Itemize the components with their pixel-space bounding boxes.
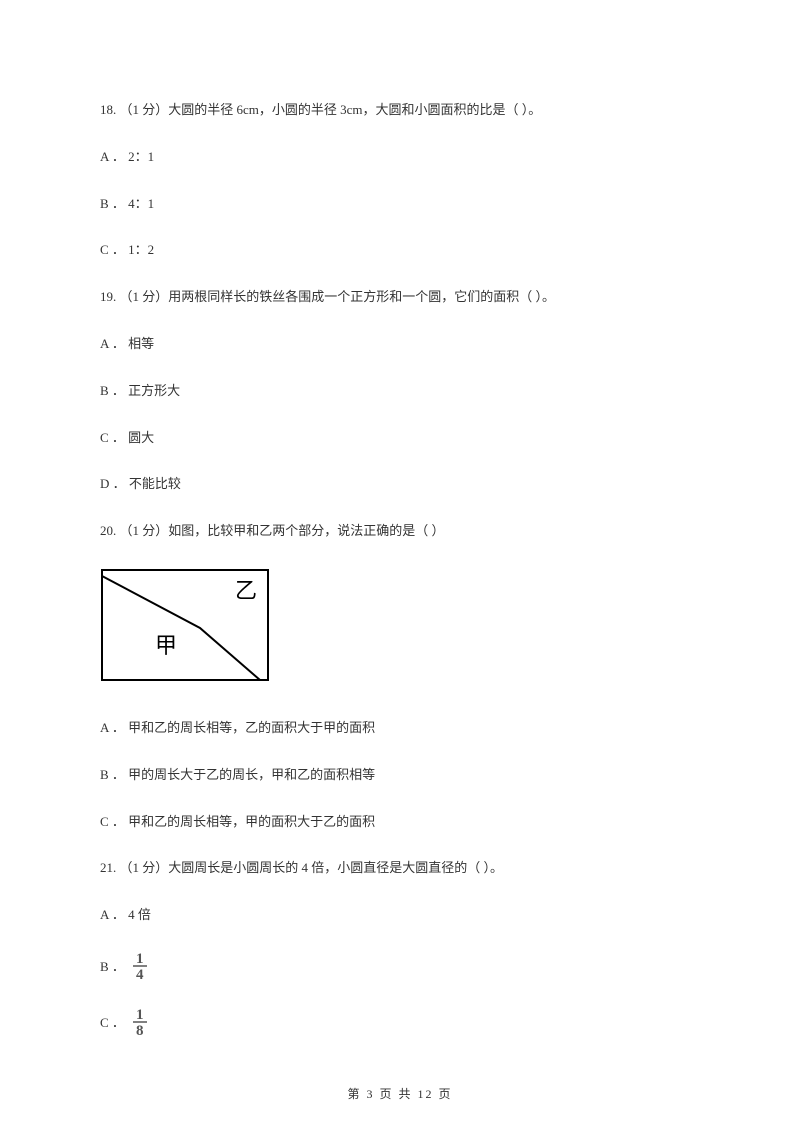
q20-optC-text: C ． 甲和乙的周长相等，甲的面积大于乙的面积 [100, 814, 375, 829]
question-19-text: 19. （1 分）用两根同样长的铁丝各围成一个正方形和一个圆，它们的面积（ ）。 [100, 289, 555, 304]
q18-option-c: C ． 1：2 [100, 240, 700, 261]
question-21: 21. （1 分）大圆周长是小圆周长的 4 倍，小圆直径是大圆直径的（ ）。 [100, 858, 700, 879]
question-20: 20. （1 分）如图，比较甲和乙两个部分，说法正确的是（ ） [100, 521, 700, 542]
q21-optC-prefix: C ． [100, 1013, 125, 1034]
q19-option-d: D ． 不能比较 [100, 474, 700, 495]
q20-optB-text: B ． 甲的周长大于乙的周长，甲和乙的面积相等 [100, 767, 375, 782]
q18-optA-text: A ． 2：1 [100, 149, 154, 164]
page-number: 第 3 页 共 12 页 [347, 1087, 452, 1101]
q18-optB-text: B ． 4：1 [100, 196, 154, 211]
q19-option-b: B ． 正方形大 [100, 381, 700, 402]
question-21-text: 21. （1 分）大圆周长是小圆周长的 4 倍，小圆直径是大圆直径的（ ）。 [100, 860, 503, 875]
q21-optB-prefix: B ． [100, 957, 125, 978]
q19-optB-text: B ． 正方形大 [100, 383, 180, 398]
q20-option-b: B ． 甲的周长大于乙的周长，甲和乙的面积相等 [100, 765, 700, 786]
q21-option-a: A ． 4 倍 [100, 905, 700, 926]
q19-optC-text: C ． 圆大 [100, 430, 154, 445]
fraction-one-eighth-icon: 18 [130, 1008, 150, 1038]
q19-option-a: A ． 相等 [100, 334, 700, 355]
q19-optD-text: D ． 不能比较 [100, 476, 181, 491]
svg-text:乙: 乙 [235, 578, 257, 603]
question-18-text: 18. （1 分）大圆的半径 6cm，小圆的半径 3cm，大圆和小圆面积的比是（… [100, 102, 541, 117]
question-18: 18. （1 分）大圆的半径 6cm，小圆的半径 3cm，大圆和小圆面积的比是（… [100, 100, 700, 121]
svg-text:8: 8 [136, 1023, 144, 1038]
q21-option-c: C ． 18 [100, 1008, 700, 1038]
svg-text:4: 4 [136, 967, 144, 982]
q20-diagram-svg: 甲乙 [100, 568, 275, 688]
q18-option-a: A ． 2：1 [100, 147, 700, 168]
q20-option-c: C ． 甲和乙的周长相等，甲的面积大于乙的面积 [100, 812, 700, 833]
question-20-text: 20. （1 分）如图，比较甲和乙两个部分，说法正确的是（ ） [100, 523, 445, 538]
svg-text:1: 1 [136, 952, 144, 967]
page-footer: 第 3 页 共 12 页 [0, 1085, 800, 1102]
q18-option-b: B ． 4：1 [100, 194, 700, 215]
question-19: 19. （1 分）用两根同样长的铁丝各围成一个正方形和一个圆，它们的面积（ ）。 [100, 287, 700, 308]
svg-text:1: 1 [136, 1008, 144, 1023]
q19-option-c: C ． 圆大 [100, 428, 700, 449]
q21-option-b: B ． 14 [100, 952, 700, 982]
q20-optA-text: A ． 甲和乙的周长相等，乙的面积大于甲的面积 [100, 720, 375, 735]
q19-optA-text: A ． 相等 [100, 336, 154, 351]
fraction-one-fourth-icon: 14 [130, 952, 150, 982]
q20-option-a: A ． 甲和乙的周长相等，乙的面积大于甲的面积 [100, 718, 700, 739]
svg-text:甲: 甲 [155, 633, 177, 658]
q21-optA-text: A ． 4 倍 [100, 907, 151, 922]
q18-optC-text: C ． 1：2 [100, 242, 154, 257]
q20-diagram: 甲乙 [100, 568, 700, 688]
